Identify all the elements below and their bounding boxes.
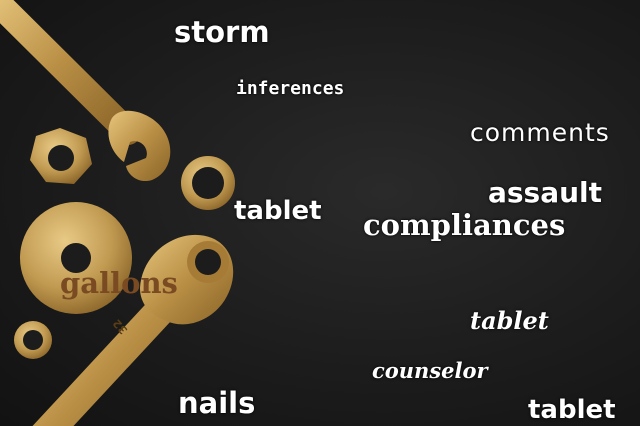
- word-counselor: counselor: [372, 358, 488, 383]
- bottom-wrench: 32: [32, 234, 234, 426]
- hex-nut: [30, 128, 92, 184]
- word-gallons: gallons: [60, 266, 178, 300]
- top-wrench: [0, 0, 171, 182]
- word-comments: comments: [470, 118, 610, 147]
- word-tablet-2: tablet: [470, 306, 549, 335]
- large-washer: [20, 202, 132, 314]
- word-tablet-1: tablet: [234, 196, 322, 226]
- word-tablet-3: tablet: [528, 395, 616, 425]
- word-nails: nails: [178, 386, 256, 420]
- word-assault: assault: [488, 176, 603, 209]
- lock-washer: [181, 156, 235, 210]
- small-washer: [14, 321, 52, 359]
- word-inferences: inferences: [236, 78, 345, 99]
- word-storm: storm: [174, 15, 270, 49]
- word-compliances: compliances: [363, 208, 566, 242]
